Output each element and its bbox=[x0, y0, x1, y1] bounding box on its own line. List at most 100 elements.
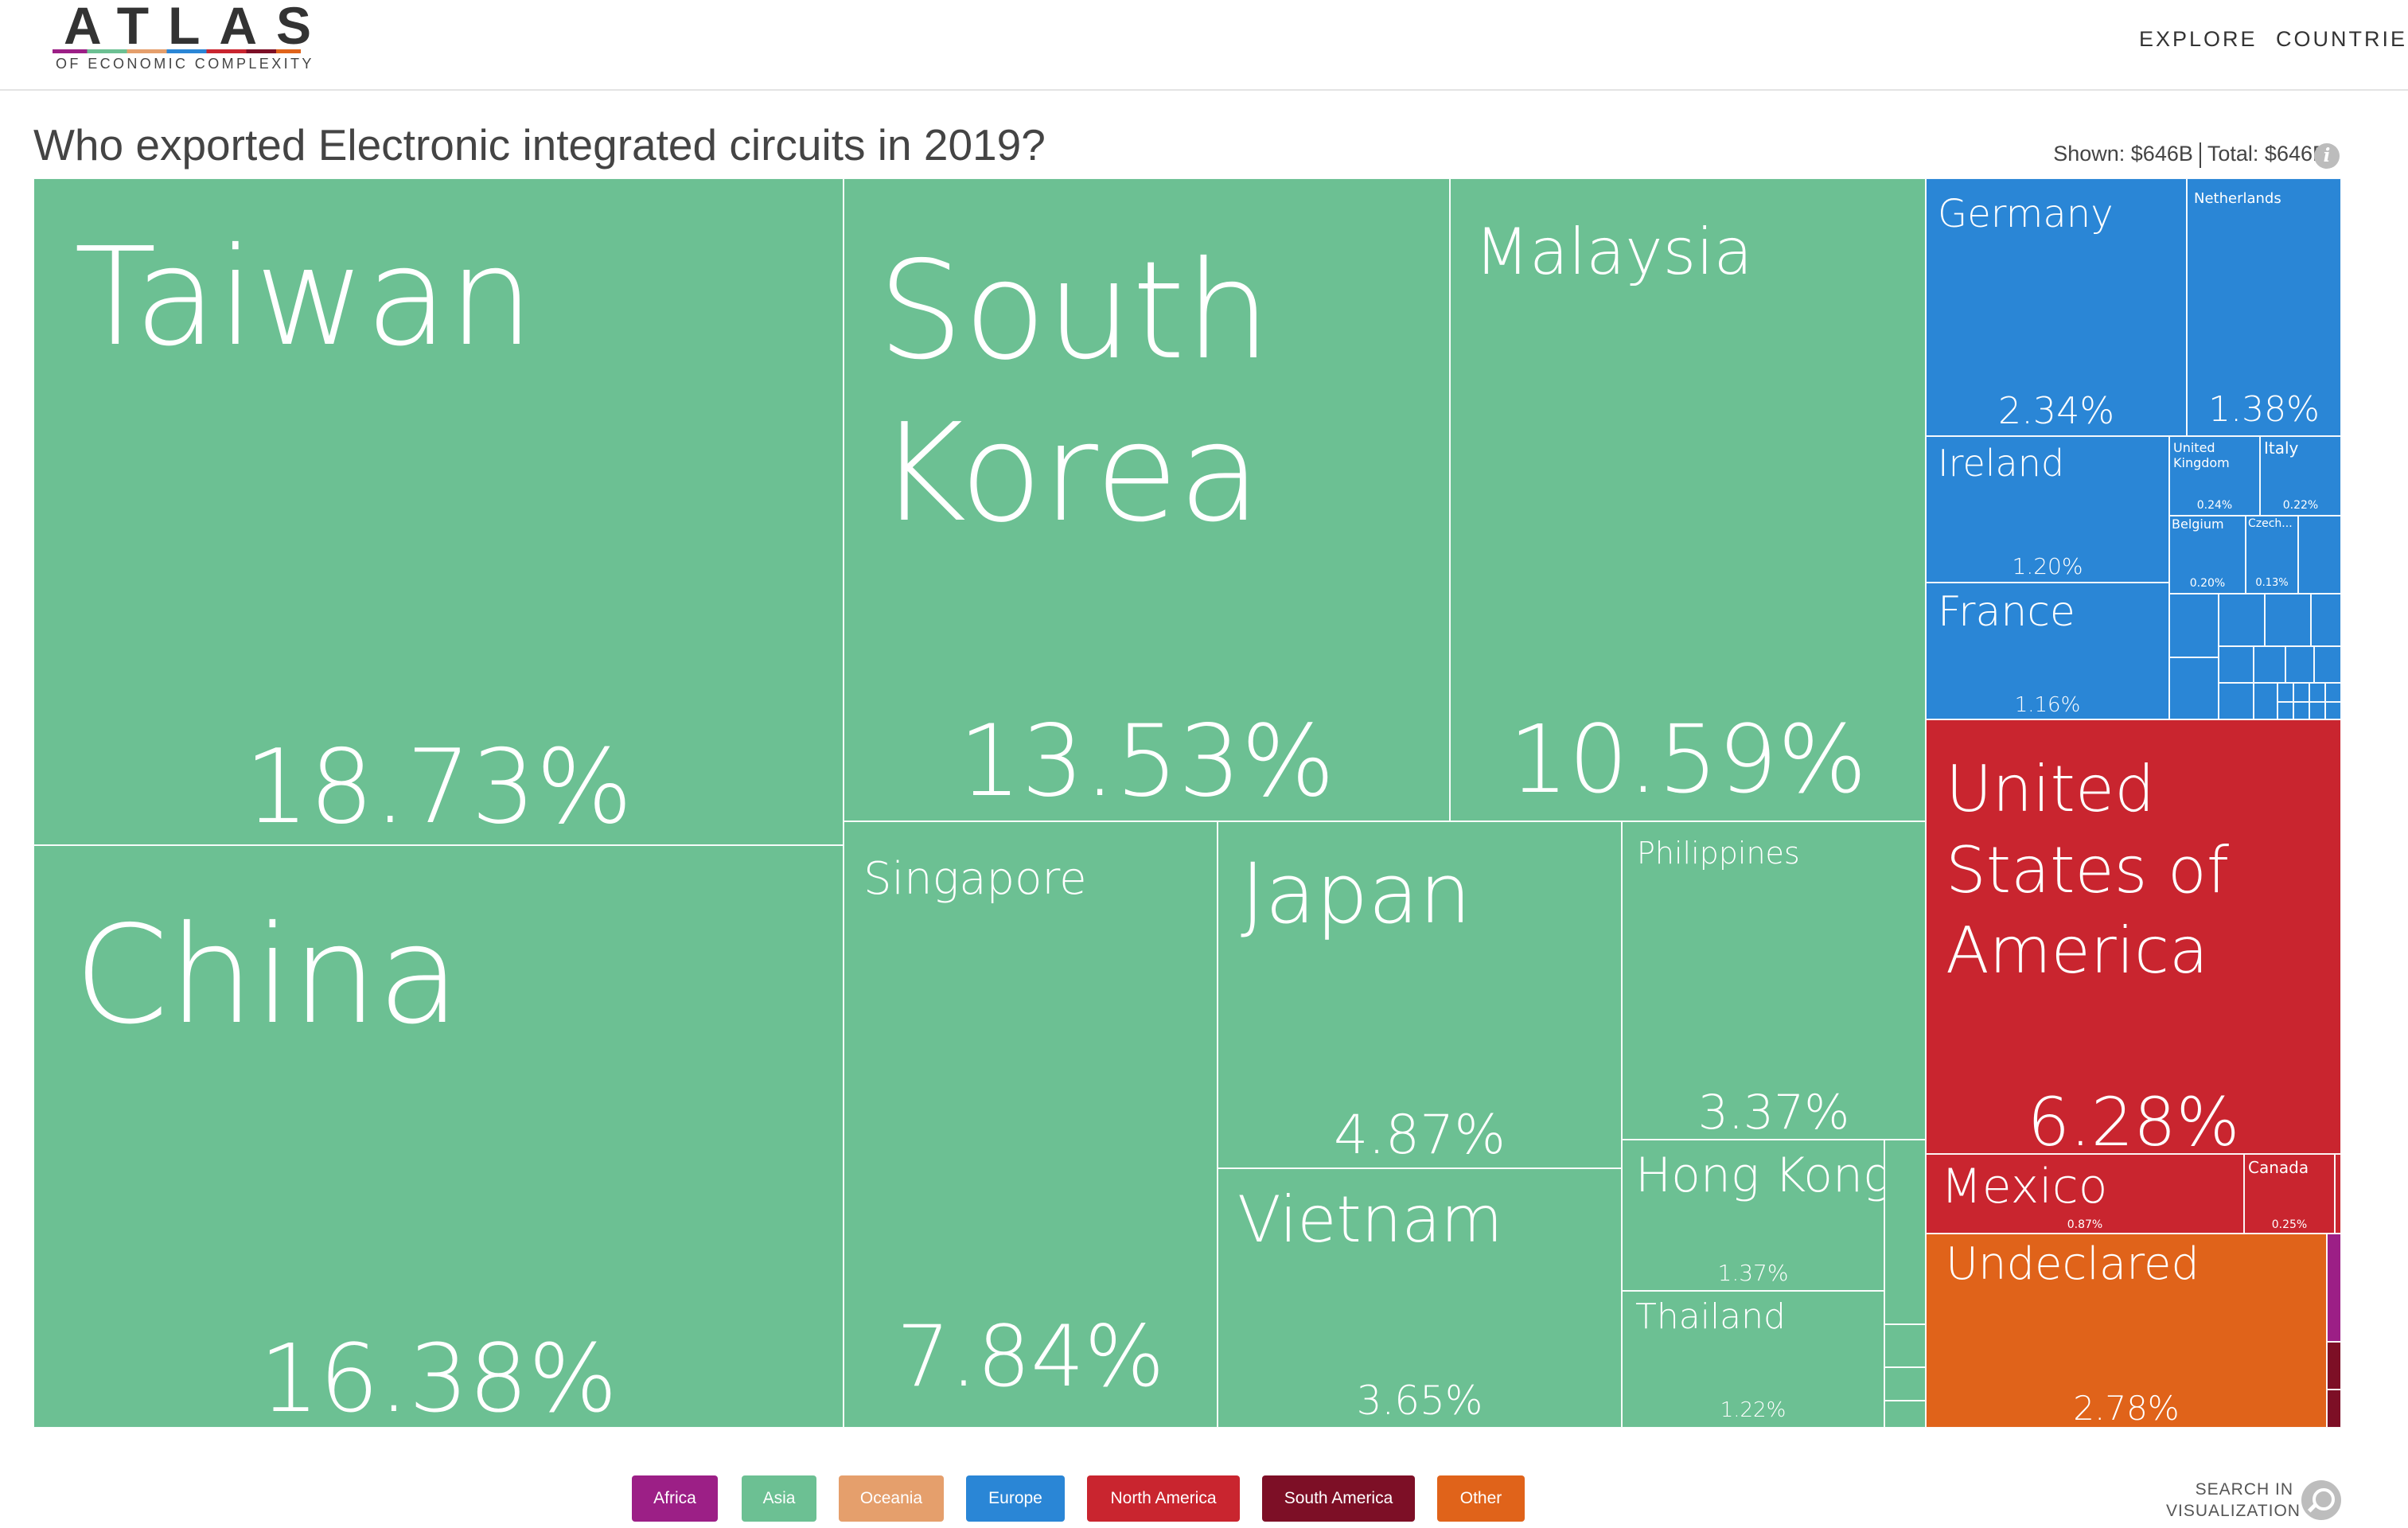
tile-label: Germany bbox=[1938, 192, 2114, 236]
tile-small-asia[interactable] bbox=[1884, 1324, 1926, 1367]
tile-small-europe[interactable] bbox=[2219, 594, 2265, 646]
tile-small-europe[interactable] bbox=[2311, 594, 2341, 646]
logo-subtitle: OF ECONOMIC COMPLEXITY bbox=[56, 56, 314, 72]
tile-small-europe[interactable] bbox=[2265, 594, 2311, 646]
tile-share: 2.78% bbox=[2073, 1389, 2180, 1428]
tile-malaysia[interactable]: Malaysia 10.59% bbox=[1450, 178, 1926, 821]
search-icon[interactable] bbox=[2301, 1480, 2341, 1520]
tile-hong-kong[interactable]: Hong Kong 1.37% bbox=[1622, 1140, 1884, 1291]
tile-united-states[interactable]: United States of America 6.28% bbox=[1926, 719, 2341, 1154]
tile-small-asia[interactable] bbox=[1884, 1401, 1926, 1428]
tile-label: Vietnam bbox=[1237, 1183, 1503, 1257]
tile-label: China bbox=[74, 897, 461, 1054]
tile-south-korea[interactable]: South Korea 13.53% bbox=[844, 178, 1450, 821]
divider bbox=[2199, 142, 2201, 168]
tile-small-europe[interactable] bbox=[2254, 683, 2277, 719]
tile-small-south-america[interactable] bbox=[2327, 1342, 2341, 1390]
tile-small-europe[interactable] bbox=[2219, 646, 2254, 683]
tile-small-europe[interactable] bbox=[2285, 646, 2314, 683]
tile-small-europe[interactable] bbox=[2298, 516, 2341, 594]
tile-small-south-america[interactable] bbox=[2327, 1390, 2341, 1428]
search-label-line1: SEARCH IN bbox=[2195, 1480, 2293, 1499]
tile-japan[interactable]: Japan 4.87% bbox=[1218, 821, 1622, 1168]
tile-china[interactable]: China 16.38% bbox=[33, 845, 844, 1428]
tile-italy[interactable]: Italy 0.22% bbox=[2260, 436, 2341, 516]
legend-other-button[interactable]: Other bbox=[1437, 1475, 1525, 1522]
tile-small-asia[interactable] bbox=[1884, 1367, 1926, 1401]
logo-title: ATLAS bbox=[64, 0, 331, 55]
tile-share: 1.38% bbox=[2208, 389, 2320, 430]
tile-thailand[interactable]: Thailand 1.22% bbox=[1622, 1291, 1884, 1428]
tile-label: Hong Kong bbox=[1635, 1148, 1884, 1203]
tile-share: 4.87% bbox=[1333, 1104, 1506, 1167]
tile-share: 1.22% bbox=[1720, 1398, 1787, 1422]
tile-label: Belgium bbox=[2172, 516, 2224, 532]
legend-europe-button[interactable]: Europe bbox=[966, 1475, 1065, 1522]
tile-ireland[interactable]: Ireland 1.20% bbox=[1926, 436, 2169, 583]
tile-share: 6.28% bbox=[2027, 1083, 2240, 1154]
tile-vietnam[interactable]: Vietnam 3.65% bbox=[1218, 1168, 1622, 1428]
tile-small-europe[interactable] bbox=[2293, 683, 2309, 702]
tile-share: 0.20% bbox=[2189, 577, 2226, 590]
tile-small-europe[interactable] bbox=[2293, 702, 2309, 719]
search-in-visualization-label[interactable]: SEARCH IN VISUALIZATION bbox=[2166, 1479, 2301, 1522]
tile-germany[interactable]: Germany 2.34% bbox=[1926, 178, 2187, 436]
tile-small-europe[interactable] bbox=[2309, 702, 2325, 719]
tile-philippines[interactable]: Philippines 3.37% bbox=[1622, 821, 1926, 1140]
tile-small-europe[interactable] bbox=[2277, 683, 2293, 702]
tile-small-europe[interactable] bbox=[2169, 657, 2219, 719]
tile-share: 1.16% bbox=[2014, 693, 2081, 717]
tile-taiwan[interactable]: Taiwan 18.73% bbox=[33, 178, 844, 845]
tile-small-europe[interactable] bbox=[2277, 702, 2293, 719]
tile-small-asia[interactable] bbox=[1884, 1140, 1926, 1324]
tile-netherlands[interactable]: Netherlands 1.38% bbox=[2187, 178, 2341, 436]
tile-undeclared[interactable]: Undeclared 2.78% bbox=[1926, 1234, 2327, 1428]
tile-label: Taiwan bbox=[74, 219, 535, 376]
legend-africa-button[interactable]: Africa bbox=[632, 1475, 718, 1522]
tile-small-europe[interactable] bbox=[2309, 683, 2325, 702]
tile-share: 7.84% bbox=[896, 1308, 1165, 1405]
tile-canada[interactable]: Canada 0.25% bbox=[2244, 1154, 2335, 1234]
tile-mexico[interactable]: Mexico 0.87% bbox=[1926, 1154, 2244, 1234]
tile-share: 10.59% bbox=[1509, 704, 1867, 814]
tile-label: Malaysia bbox=[1475, 215, 1753, 289]
tile-small-africa[interactable] bbox=[2327, 1234, 2341, 1342]
tile-share: 3.37% bbox=[1697, 1085, 1850, 1140]
tile-small-europe[interactable] bbox=[2254, 646, 2285, 683]
tile-label: United Kingdom bbox=[2173, 440, 2230, 471]
tile-small-europe[interactable] bbox=[2219, 683, 2254, 719]
tile-united-kingdom[interactable]: United Kingdom 0.24% bbox=[2169, 436, 2260, 516]
tile-label: Canada bbox=[2248, 1158, 2309, 1177]
legend-south-america-button[interactable]: South America bbox=[1262, 1475, 1415, 1522]
treemap-chart: Taiwan 18.73% China 16.38% South Korea 1… bbox=[33, 178, 2341, 1428]
tile-small-north-america[interactable] bbox=[2335, 1154, 2341, 1234]
tile-small-europe[interactable] bbox=[2314, 646, 2341, 683]
search-label-line2: VISUALIZATION bbox=[2166, 1502, 2301, 1520]
nav-countries-link[interactable]: COUNTRIES bbox=[2276, 27, 2408, 51]
tile-label: Undeclared bbox=[1946, 1238, 2200, 1290]
nav-explore-link[interactable]: EXPLORE bbox=[2139, 27, 2258, 51]
tile-small-europe[interactable] bbox=[2325, 702, 2341, 719]
tile-label: Netherlands bbox=[2194, 190, 2281, 207]
totals-summary: Shown: $646B Total: $646B bbox=[2053, 142, 2327, 168]
tile-belgium[interactable]: Belgium 0.20% bbox=[2169, 516, 2246, 594]
page-title: Who exported Electronic integrated circu… bbox=[33, 120, 1046, 170]
shown-value: $646B bbox=[2130, 142, 2193, 166]
tile-singapore[interactable]: Singapore 7.84% bbox=[844, 821, 1218, 1428]
tile-label: Philippines bbox=[1637, 836, 1800, 871]
atlas-logo[interactable]: ATLAS OF ECONOMIC COMPLEXITY bbox=[53, 0, 311, 80]
tile-share: 16.38% bbox=[259, 1323, 618, 1428]
tile-small-europe[interactable] bbox=[2325, 683, 2341, 702]
legend-oceania-button[interactable]: Oceania bbox=[839, 1475, 944, 1522]
tile-share: 18.73% bbox=[244, 728, 633, 845]
legend-north-america-button[interactable]: North America bbox=[1087, 1475, 1240, 1522]
top-bar: ATLAS OF ECONOMIC COMPLEXITY EXPLORE COU… bbox=[0, 0, 2408, 91]
legend-asia-button[interactable]: Asia bbox=[742, 1475, 816, 1522]
tile-share: 1.20% bbox=[2012, 553, 2083, 579]
total-label: Total: bbox=[2207, 142, 2259, 166]
tile-czechia[interactable]: Czech... 0.13% bbox=[2246, 516, 2298, 594]
tile-label: South Korea bbox=[878, 232, 1272, 552]
info-icon[interactable]: i bbox=[2314, 143, 2340, 169]
tile-small-europe[interactable] bbox=[2169, 594, 2219, 657]
tile-france[interactable]: France 1.16% bbox=[1926, 583, 2169, 719]
